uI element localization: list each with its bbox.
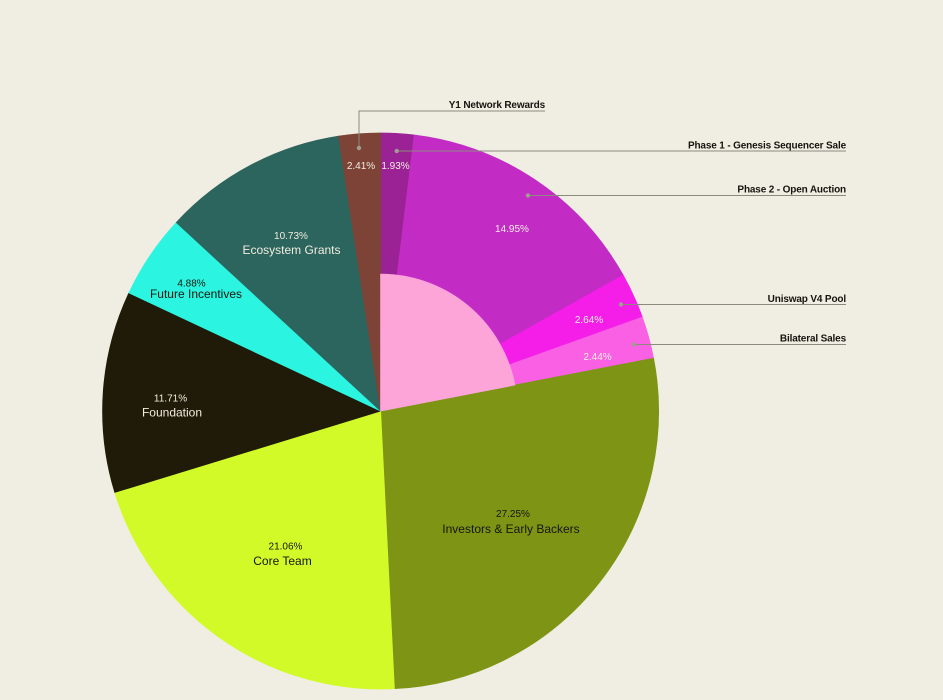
svg-text:Uniswap V4 Pool: Uniswap V4 Pool: [768, 294, 847, 305]
svg-text:Ecosystem Grants: Ecosystem Grants: [242, 243, 340, 257]
svg-text:Foundation: Foundation: [142, 406, 202, 420]
svg-text:Bilateral Sales: Bilateral Sales: [780, 334, 847, 345]
svg-text:10.73%: 10.73%: [274, 231, 308, 242]
svg-text:4.88%: 4.88%: [177, 279, 205, 290]
svg-text:Core Team: Core Team: [253, 554, 311, 568]
svg-text:2.44%: 2.44%: [583, 352, 611, 363]
svg-text:11.71%: 11.71%: [154, 394, 187, 405]
svg-text:2.41%: 2.41%: [347, 161, 375, 172]
svg-text:Phase 1 - Genesis Sequencer Sa: Phase 1 - Genesis Sequencer Sale: [688, 141, 847, 152]
svg-text:Phase 2 - Open Auction: Phase 2 - Open Auction: [737, 185, 846, 196]
svg-text:Investors & Early Backers: Investors & Early Backers: [442, 522, 579, 536]
svg-text:21.06%: 21.06%: [269, 542, 303, 553]
svg-text:27.25%: 27.25%: [496, 509, 530, 520]
svg-text:1.93%: 1.93%: [381, 161, 409, 172]
svg-text:Y1 Network Rewards: Y1 Network Rewards: [449, 100, 546, 111]
svg-text:14.95%: 14.95%: [495, 224, 529, 235]
svg-text:2.64%: 2.64%: [575, 315, 603, 326]
svg-text:Future Incentives: Future Incentives: [150, 287, 242, 301]
